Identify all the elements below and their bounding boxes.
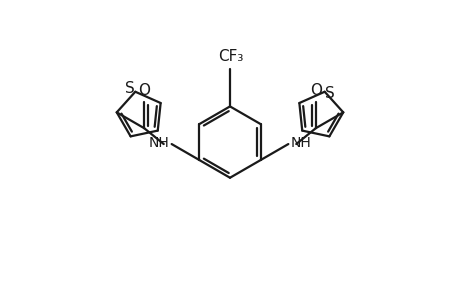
Text: S: S (125, 81, 135, 96)
Text: O: O (309, 83, 321, 98)
Text: O: O (138, 83, 150, 98)
Text: NH: NH (149, 136, 169, 150)
Text: CF₃: CF₃ (218, 49, 243, 64)
Text: NH: NH (290, 136, 310, 150)
Text: S: S (324, 86, 334, 101)
